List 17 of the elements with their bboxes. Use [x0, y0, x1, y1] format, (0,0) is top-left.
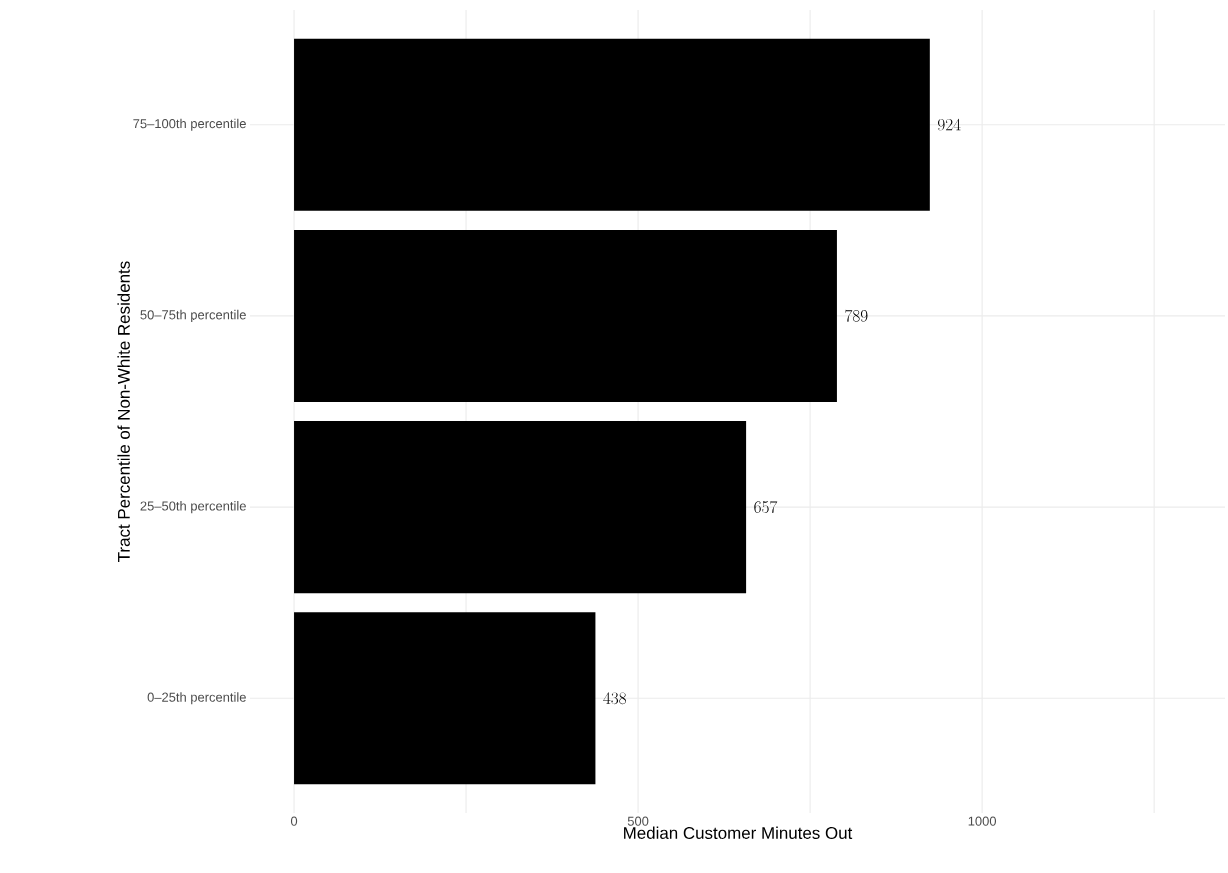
bar [294, 421, 747, 594]
data-label: 657 [754, 501, 778, 513]
y-tick-label: 0–25th percentile [147, 692, 246, 705]
x-axis-title: Median Customer Minutes Out [624, 826, 853, 839]
y-tick-label: 75–100th percentile [133, 118, 246, 131]
y-tick-label: 50–75th percentile [140, 309, 246, 322]
y-tick-label: 25–50th percentile [140, 501, 246, 514]
x-tick-label: 500 [627, 816, 649, 826]
x-tick-label: 0 [290, 816, 298, 826]
data-label: 438 [603, 692, 627, 705]
bar [294, 612, 596, 785]
bar [294, 38, 930, 211]
x-tick-label: 1000 [968, 816, 997, 826]
bar [294, 229, 837, 402]
y-axis-title: Tract Percentile of Non-White Residents [117, 261, 130, 562]
data-label: 924 [938, 118, 961, 131]
data-label: 789 [845, 309, 868, 322]
